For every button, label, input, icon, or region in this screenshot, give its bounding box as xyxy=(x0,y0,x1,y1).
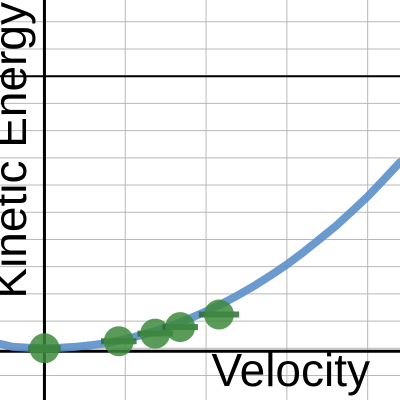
y-axis-label: Kinetic Energy xyxy=(0,2,36,299)
data-point xyxy=(165,312,195,342)
series-layer xyxy=(0,162,400,363)
series-curve xyxy=(0,162,400,348)
data-point xyxy=(29,333,59,363)
data-point xyxy=(204,300,234,330)
data-point xyxy=(104,326,134,356)
data-point xyxy=(140,319,170,349)
x-axis-label: Velocity xyxy=(211,344,370,396)
